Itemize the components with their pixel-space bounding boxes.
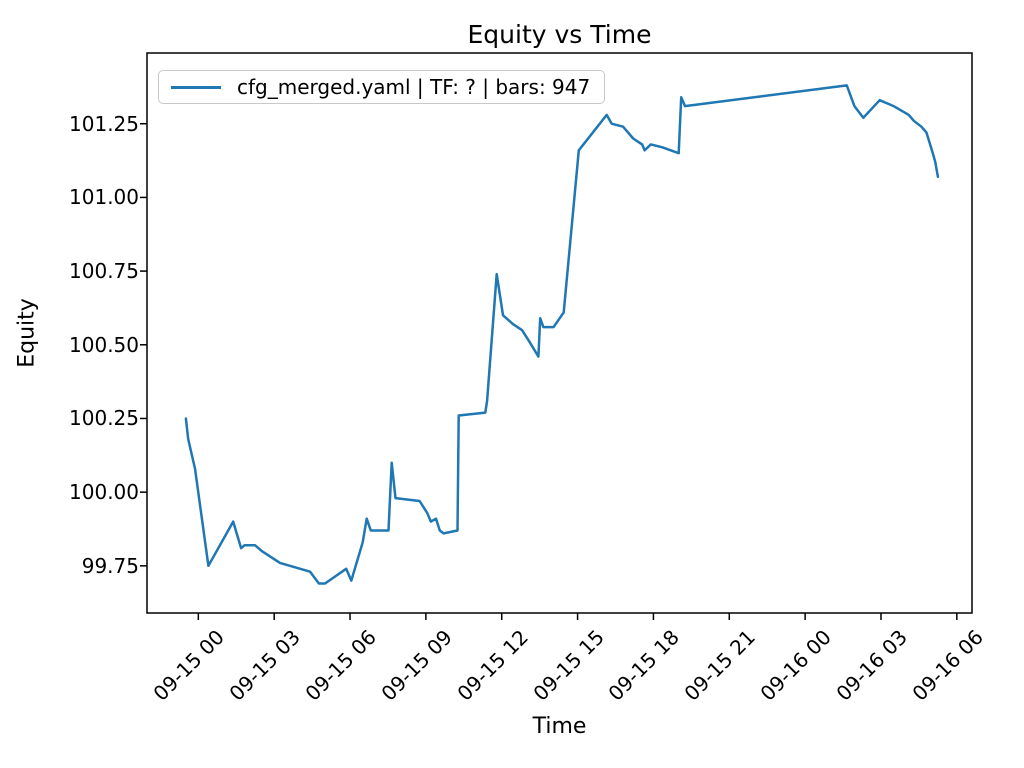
y-tick-label: 100.00 [69,480,139,505]
legend: cfg_merged.yaml | TF: ? | bars: 947 [158,70,606,104]
x-axis-label: Time [532,714,587,739]
legend-label: cfg_merged.yaml | TF: ? | bars: 947 [237,75,591,99]
chart-title: Equity vs Time [467,20,652,49]
legend-line-swatch [171,85,221,89]
y-tick-label: 99.75 [81,553,139,578]
y-tick-label: 101.00 [69,185,139,210]
plot-border [146,52,973,614]
equity-line [184,84,940,585]
y-tick-label: 101.25 [69,111,139,136]
y-tick-label: 100.75 [69,259,139,284]
y-tick-label: 100.50 [69,332,139,357]
y-tick-label: 100.25 [69,406,139,431]
